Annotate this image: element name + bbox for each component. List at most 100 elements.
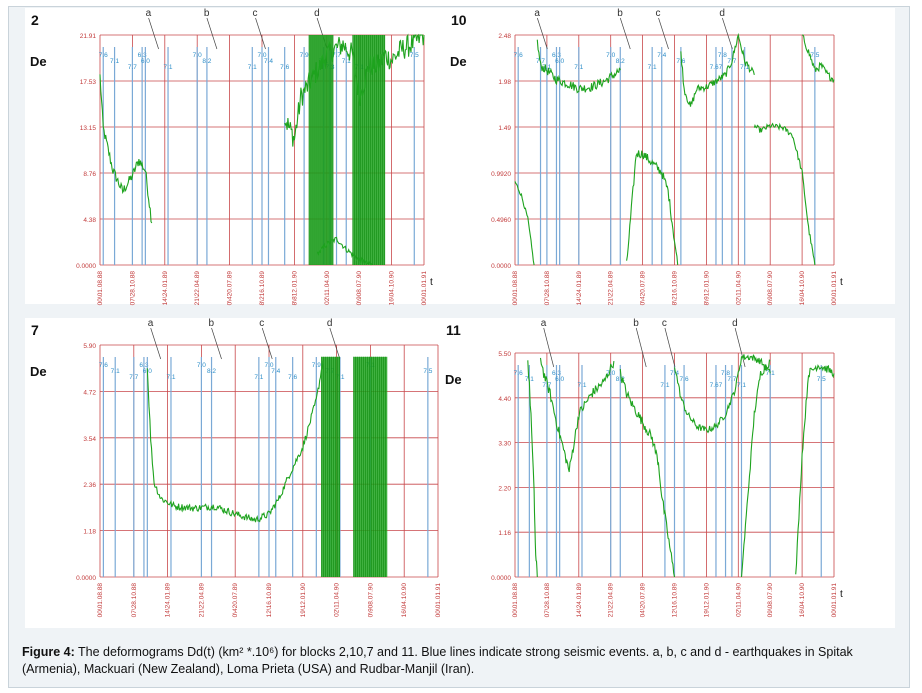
deformogram-series-right — [802, 34, 835, 83]
earthquake-letter-a: a — [534, 8, 540, 19]
x-tick-label: 8\912.01.90 — [703, 271, 710, 306]
x-tick-label: 14\24.01.89 — [576, 271, 583, 306]
deformogram-series-d — [753, 122, 816, 266]
event-magnitude-label: 7.1 — [254, 374, 263, 381]
earthquake-pointer — [536, 17, 548, 50]
x-tick-label: 02\11.04.90 — [735, 271, 742, 305]
deformogram-series-a — [539, 357, 615, 473]
x-tick-label: 0\420.07.89 — [227, 271, 234, 306]
deformogram-series-b — [626, 150, 679, 266]
y-axis-label: De — [445, 372, 462, 387]
earthquake-letter-d: d — [719, 8, 725, 19]
event-magnitude-label: 7.8 — [721, 370, 730, 377]
event-magnitude-label: 7.7 — [129, 374, 138, 381]
y-tick-label: 0.0000 — [76, 263, 96, 270]
x-tick-label: 14\24.01.89 — [162, 271, 169, 306]
caption-label: Figure 4: — [22, 645, 75, 659]
x-tick-label: 8\812.01.90 — [291, 271, 298, 306]
deformogram-series-main — [146, 360, 324, 523]
earthquake-letter-b: b — [209, 318, 215, 329]
block-number: 10 — [451, 12, 467, 28]
deformogram-series-c — [673, 354, 771, 434]
event-magnitude-label: 6.0 — [555, 58, 564, 65]
event-magnitude-label: 7.4 — [271, 368, 280, 375]
event-magnitude-label: 6.3 — [552, 52, 561, 59]
chart-background — [440, 318, 895, 628]
y-tick-label: 21.91 — [80, 33, 97, 40]
chart-block-11: 11 De 0.0000 1.16 2.20 3.30 4.40 5.50 00\01.08.8… — [440, 318, 895, 628]
x-tick-label: 16\04.10.90 — [389, 271, 396, 306]
x-tick-label: 16\04.10.90 — [401, 583, 408, 618]
x-axis-label: t — [840, 277, 843, 288]
event-magnitude-label: 7.6 — [280, 64, 289, 71]
earthquake-letter-c: c — [253, 8, 258, 19]
event-magnitude-label: 7.5 — [817, 376, 826, 383]
earthquake-letter-a: a — [541, 318, 547, 329]
earthquake-pointer — [635, 327, 647, 368]
event-magnitude-label: 8.2 — [616, 376, 625, 383]
deformogram-series-a — [536, 39, 621, 94]
y-tick-label: 0.9920 — [491, 171, 511, 178]
event-magnitude-label: 7.9 — [312, 362, 321, 369]
event-magnitude-label: 7.0 — [264, 362, 273, 369]
x-tick-label: 00\01.08.88 — [97, 583, 104, 618]
event-magnitude-label: 7.1 — [248, 64, 257, 71]
earthquake-letter-b: b — [617, 8, 623, 19]
deformogram-series-b — [619, 369, 676, 578]
earthquake-pointer — [261, 327, 273, 360]
earthquake-pointer — [206, 17, 218, 50]
x-tick-label: 19\12.01.90 — [300, 583, 307, 618]
event-magnitude-label: 7.1 — [111, 368, 120, 375]
y-tick-label: 2.20 — [498, 485, 511, 492]
x-axis-label: t — [840, 589, 843, 600]
event-magnitude-label: 7.4 — [657, 52, 666, 59]
earthquake-pointer — [255, 17, 266, 50]
chart-background — [445, 8, 895, 304]
earthquake-pointer — [211, 327, 222, 360]
x-tick-label: 00\01.08.88 — [512, 271, 519, 306]
event-magnitude-label: 6.3 — [138, 52, 147, 59]
y-tick-label: 1.49 — [498, 125, 511, 132]
earthquake-letter-d: d — [732, 318, 738, 329]
event-magnitude-label: 7.0 — [257, 52, 266, 59]
event-magnitude-label: 6.0 — [555, 376, 564, 383]
x-tick-label: 02\11.04.90 — [735, 583, 742, 617]
event-magnitude-label: 7.1 — [542, 64, 551, 71]
y-tick-label: 8.76 — [83, 171, 96, 178]
event-magnitude-label: 7.6 — [288, 374, 297, 381]
earthquake-pointer — [664, 327, 676, 368]
x-axis-label: t — [430, 277, 433, 288]
deformogram-series-main — [99, 74, 153, 224]
deformogram-figure: 2 De 0.0000 4.38 8.76 13.15 17.53 21.91 00\01.08… — [25, 8, 895, 628]
event-magnitude-label: 7.0 — [606, 52, 615, 59]
event-magnitude-label: 7.7 — [128, 64, 137, 71]
x-tick-label: 12\16.10.89 — [266, 583, 273, 618]
x-tick-label: 0\420.07.89 — [232, 583, 239, 618]
y-tick-label: 3.30 — [498, 441, 511, 448]
deformogram-series-low — [317, 236, 373, 266]
x-tick-label: 07\28.10.88 — [131, 583, 138, 618]
event-magnitude-label: 6.3 — [552, 370, 561, 377]
y-tick-label: 2.36 — [83, 482, 96, 489]
x-tick-label: 00\01.08.88 — [512, 583, 519, 618]
x-tick-label: 14\24.01.89 — [576, 583, 583, 618]
x-tick-label: 00\01.01.91 — [435, 583, 442, 618]
earthquake-letter-c: c — [662, 318, 667, 329]
earthquake-letter-d: d — [314, 8, 320, 19]
event-magnitude-label: 7.67 — [710, 382, 723, 389]
earthquake-pointer — [734, 327, 746, 368]
earthquake-pointer — [619, 17, 631, 50]
chart-block-10: 10 De 0.0000 0.4960 0.9920 1.49 1.98 2.48 00\01.… — [445, 8, 895, 305]
y-tick-label: 0.4960 — [491, 217, 511, 224]
earthquake-pointer — [658, 17, 669, 50]
event-magnitude-label: 7.1 — [737, 382, 746, 389]
event-magnitude-label: 7.9 — [300, 52, 309, 59]
event-magnitude-label: 7.1 — [164, 64, 173, 71]
event-magnitude-label: 8.2 — [202, 58, 211, 65]
event-magnitude-label: 7.1 — [660, 382, 669, 389]
earthquake-pointer — [722, 17, 733, 50]
earthquake-letter-c: c — [259, 318, 264, 329]
x-tick-label: 19\12.01.90 — [703, 583, 710, 618]
y-tick-label: 5.90 — [83, 343, 96, 350]
event-magnitude-label: 6.3 — [139, 362, 148, 369]
